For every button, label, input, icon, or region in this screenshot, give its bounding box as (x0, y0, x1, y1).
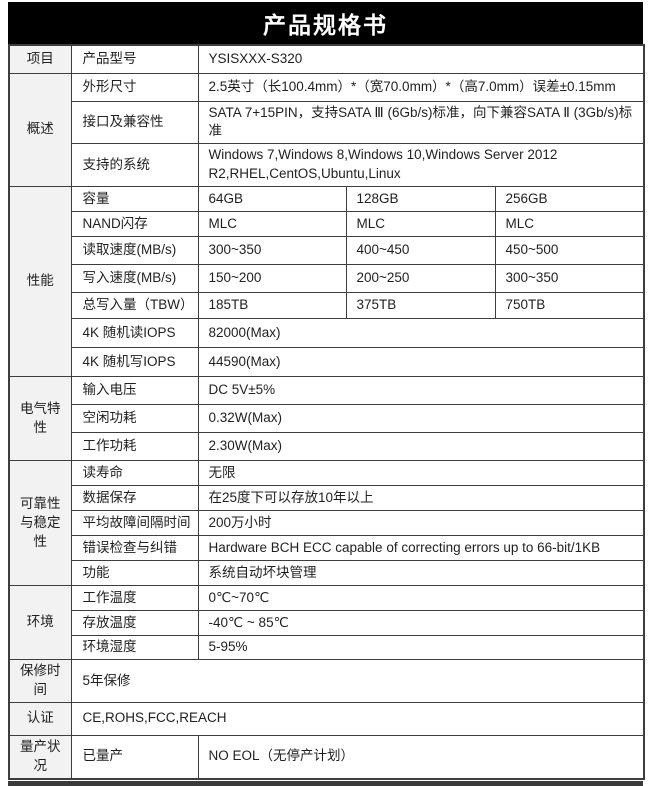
spec-value: MLC (197, 211, 347, 238)
spec-value: Windows 7,Windows 8,Windows 10,Windows S… (197, 143, 645, 188)
spec-label: 空闲功耗 (70, 404, 199, 434)
spec-table: 项目 产品型号 YSISXXX-S320 概述 外形尺寸 2.5英寸（长100.… (8, 44, 646, 780)
spec-label: 错误检查与纠错 (70, 535, 199, 562)
category-cell: 认证 (8, 701, 72, 736)
spec-label: 4K 随机写IOPS (70, 347, 199, 378)
spec-value: 无限 (197, 460, 645, 487)
category-cell: 电气特性 (8, 376, 72, 462)
spec-value: 0.32W(Max) (197, 404, 645, 434)
row-certification: 认证 CE,ROHS,FCC,REACH (8, 701, 645, 736)
row-ecc: 错误检查与纠错 Hardware BCH ECC capable of corr… (9, 535, 645, 562)
spec-label: 环境湿度 (70, 635, 199, 661)
category-cell: 概述 (8, 72, 72, 188)
spec-value: 128GB (345, 186, 496, 213)
row-dimensions: 概述 外形尺寸 2.5英寸（长100.4mm）*（宽70.0mm）*（高7.0m… (8, 72, 645, 188)
spec-value: 150~200 (197, 264, 347, 294)
spec-value: 375TB (345, 292, 496, 320)
row-operating-temp: 环境 工作温度 0℃~70℃ (8, 585, 645, 661)
spec-value: 在25度下可以存放10年以上 (197, 485, 645, 512)
row-nand: NAND闪存 MLC MLC MLC (9, 211, 645, 238)
category-cell: 性能 (8, 186, 72, 378)
spec-label: 工作温度 (70, 585, 199, 612)
spec-value: MLC (494, 211, 645, 238)
category-cell: 可靠性与稳定性 (8, 460, 72, 587)
spec-label: NAND闪存 (70, 211, 199, 238)
row-tbw: 总写入量（TBW） 185TB 375TB 750TB (9, 292, 645, 320)
row-4k-write-iops: 4K 随机写IOPS 44590(Max) (9, 347, 645, 378)
spec-value: 5-95% (197, 635, 645, 661)
spec-label: 产品型号 (70, 44, 199, 74)
spec-value: MLC (345, 211, 496, 238)
row-idle-power: 空闲功耗 0.32W(Max) (9, 404, 645, 434)
spec-value: 5年保修 (70, 659, 645, 703)
spec-label: 存放温度 (70, 610, 199, 637)
spec-label: 已量产 (70, 734, 199, 780)
row-model: 项目 产品型号 YSISXXX-S320 (8, 44, 645, 74)
page-title: 产品规格书 (263, 12, 388, 38)
spec-value: 450~500 (494, 236, 645, 266)
spec-label: 平均故障间隔时间 (70, 510, 199, 537)
category-cell: 环境 (8, 585, 72, 661)
spec-label: 输入电压 (70, 376, 199, 406)
spec-value: -40℃ ~ 85℃ (197, 610, 645, 637)
row-4k-read-iops: 4K 随机读IOPS 82000(Max) (9, 318, 645, 349)
spec-label: 读寿命 (70, 460, 199, 487)
spec-value: Hardware BCH ECC capable of correcting e… (197, 535, 645, 562)
spec-value: YSISXXX-S320 (197, 44, 645, 74)
spec-label: 读取速度(MB/s) (70, 236, 199, 266)
spec-label: 总写入量（TBW） (70, 292, 199, 320)
spec-value: 2.5英寸（长100.4mm）*（宽70.0mm）*（高7.0mm）误差±0.1… (197, 72, 645, 102)
row-interface: 接口及兼容性 SATA 7+15PIN，支持SATA Ⅲ (6Gb/s)标准，向… (9, 100, 645, 145)
spec-value: 系统自动坏块管理 (197, 560, 645, 587)
title-bar: 产品规格书 (8, 2, 643, 44)
spec-value: NO EOL（无停产计划） (197, 734, 645, 780)
row-input-voltage: 电气特性 输入电压 DC 5V±5% (8, 376, 645, 462)
spec-label: 4K 随机读IOPS (70, 318, 199, 349)
spec-label: 写入速度(MB/s) (70, 264, 199, 294)
category-cell: 项目 (8, 44, 72, 74)
row-storage-temp: 存放温度 -40℃ ~ 85℃ (9, 610, 645, 637)
row-mtbf: 平均故障间隔时间 200万小时 (9, 510, 645, 537)
spec-label: 数据保存 (70, 485, 199, 512)
spec-value: CE,ROHS,FCC,REACH (70, 701, 645, 736)
spec-label: 外形尺寸 (70, 72, 199, 102)
row-data-retention: 数据保存 在25度下可以存放10年以上 (9, 485, 645, 512)
row-read-speed: 读取速度(MB/s) 300~350 400~450 450~500 (9, 236, 645, 266)
spec-value: 200~250 (345, 264, 496, 294)
row-os: 支持的系统 Windows 7,Windows 8,Windows 10,Win… (9, 143, 645, 188)
row-capacity: 性能 容量 64GB 128GB 256GB (8, 186, 645, 378)
category-cell: 保修时间 (8, 659, 72, 703)
bottom-bar (8, 780, 643, 786)
row-humidity: 环境湿度 5-95% (9, 635, 645, 661)
spec-value: 256GB (494, 186, 645, 213)
row-warranty: 保修时间 5年保修 (8, 659, 645, 703)
spec-value: 64GB (197, 186, 347, 213)
row-production: 量产状况 已量产 NO EOL（无停产计划） (8, 734, 645, 780)
spec-value: SATA 7+15PIN，支持SATA Ⅲ (6Gb/s)标准，向下兼容SATA… (197, 100, 645, 145)
spec-value: 82000(Max) (197, 318, 645, 349)
spec-value: 2.30W(Max) (197, 432, 645, 462)
spec-value: DC 5V±5% (197, 376, 645, 406)
spec-value: 300~350 (197, 236, 347, 266)
spec-sheet: 产品规格书 项目 产品型号 YSISXXX-S320 概述 外形尺寸 2.5英寸… (8, 2, 646, 786)
spec-label: 接口及兼容性 (70, 100, 199, 145)
spec-label: 工作功耗 (70, 432, 199, 462)
spec-value: 750TB (494, 292, 645, 320)
spec-value: 44590(Max) (197, 347, 645, 378)
row-read-life: 可靠性与稳定性 读寿命 无限 (8, 460, 645, 587)
spec-value: 0℃~70℃ (197, 585, 645, 612)
row-function: 功能 系统自动坏块管理 (9, 560, 645, 587)
row-write-speed: 写入速度(MB/s) 150~200 200~250 300~350 (9, 264, 645, 294)
spec-value: 185TB (197, 292, 347, 320)
spec-label: 功能 (70, 560, 199, 587)
spec-value: 300~350 (494, 264, 645, 294)
row-active-power: 工作功耗 2.30W(Max) (9, 432, 645, 462)
category-cell: 量产状况 (8, 734, 72, 780)
spec-value: 200万小时 (197, 510, 645, 537)
spec-value: 400~450 (345, 236, 496, 266)
spec-label: 支持的系统 (70, 143, 199, 188)
spec-label: 容量 (70, 186, 199, 213)
